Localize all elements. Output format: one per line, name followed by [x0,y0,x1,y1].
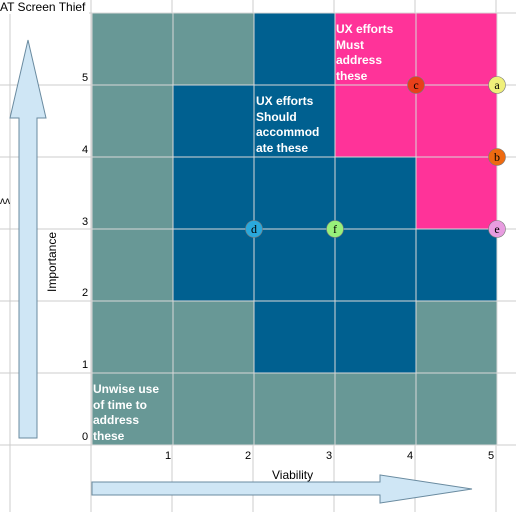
should-accommodate-label: UX efforts Should accommod ate these [256,94,319,156]
matrix-cell-gray [92,373,173,445]
unwise-use-label: Unwise use of time to address these [93,382,159,444]
matrix-cell-blue [335,301,416,373]
x-tick-4: 4 [407,450,414,462]
should-line-3: accommod [256,125,320,139]
y-tick-0: 0 [82,431,89,443]
point-a: a [488,76,506,94]
point-f: f [326,220,344,238]
matrix-cell-blue [173,157,254,229]
x-axis-title: Viability [272,468,314,482]
matrix-cell-blue [254,85,335,157]
point-label-e: e [494,222,499,236]
x-tick-5: 5 [488,450,495,462]
point-label-b: b [494,150,500,164]
matrix-cell-pink [335,13,416,85]
must-line-3: address [336,53,383,67]
y-tick-5: 5 [82,72,89,84]
matrix-cell-gray [254,373,335,445]
point-d: d [245,220,263,238]
must-line-1: UX efforts [336,22,394,36]
matrix-cell-blue [335,157,416,229]
y-axis-title: Importance [45,231,59,293]
matrix-cell-gray [416,301,497,373]
must-line-4: these [336,68,368,83]
point-c: c [407,76,425,94]
point-marker-e [488,220,506,238]
matrix-cell-pink [416,13,497,85]
matrix-cell-gray [173,13,254,85]
point-label-c: c [413,78,418,92]
unwise-line-3: address [93,413,140,427]
point-marker-b [488,148,506,166]
horizontal-viability-arrow [91,474,473,504]
matrix-cell-gray [92,301,173,373]
should-line-4: ate these [256,140,309,155]
matrix-cell-blue [416,229,497,301]
matrix-cell-blue [254,229,335,301]
must-address-label: UX efforts Must address these [336,22,393,84]
y-tick-1: 1 [82,359,89,371]
vertical-importance-arrow [9,39,47,439]
point-marker-c [407,76,425,94]
point-marker-a [488,76,506,94]
matrix-cell-gray [92,85,173,157]
point-b: b [488,148,506,166]
matrix-cell-gray [92,13,173,85]
x-tick-1: 1 [165,450,172,462]
matrix-cell-gray [92,157,173,229]
stray-mark: ʌʌ [0,196,10,207]
should-line-1: UX efforts [256,94,314,108]
matrix-cell-pink [416,85,497,157]
unwise-line-2: of time to [93,397,147,412]
matrix-cell-blue [254,301,335,373]
matrix-cell-gray [173,301,254,373]
axis-arrows [9,39,473,504]
point-label-a: a [494,78,500,92]
matrix-cell-gray [416,373,497,445]
matrix-cell-blue [254,13,335,85]
point-label-d: d [251,222,257,236]
unwise-line-4: these [93,428,125,443]
should-line-2: Should [256,109,297,124]
matrix-cell-gray [335,373,416,445]
y-tick-3: 3 [82,216,89,228]
must-line-2: Must [336,37,364,52]
window-title: AT Screen Thief [0,0,90,14]
point-marker-f [326,220,344,238]
x-tick-2: 2 [245,450,252,462]
point-marker-d [245,220,263,238]
y-tick-2: 2 [82,287,89,299]
matrix-cell-blue [335,229,416,301]
matrix-cell-gray [92,229,173,301]
matrix-cell-gray [173,373,254,445]
unwise-line-1: Unwise use [93,382,160,396]
matrix-cell-blue [254,157,335,229]
y-tick-4: 4 [82,144,89,156]
point-label-f: f [333,222,337,236]
matrix-cell-pink [335,85,416,157]
matrix-cell-blue [173,85,254,157]
point-e: e [488,220,506,238]
matrix-cells [92,13,497,445]
matrix-cell-blue [173,229,254,301]
x-tick-3: 3 [326,450,333,462]
data-points: a b c d e f [245,76,506,238]
matrix-cell-pink [416,157,497,229]
